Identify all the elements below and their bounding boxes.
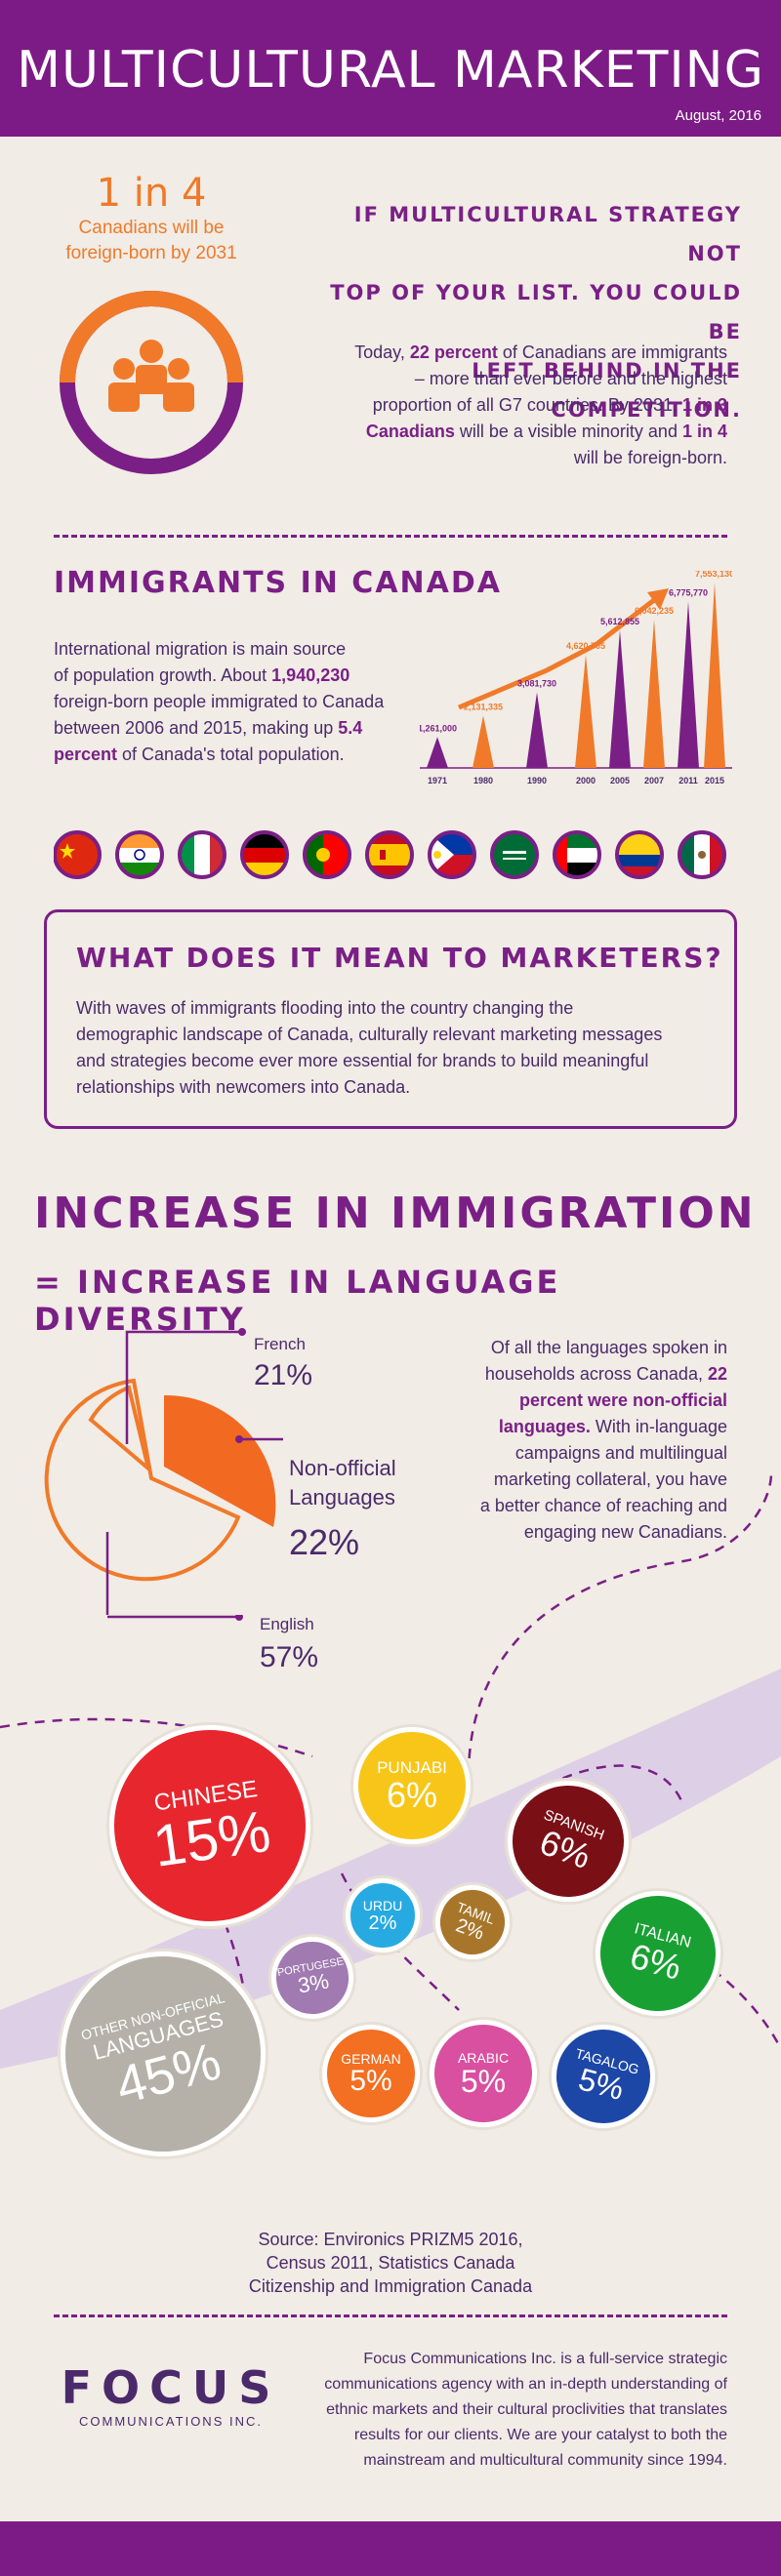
bar-1990: [526, 692, 548, 768]
header-banner: MULTICULTURAL MARKETING August, 2016: [0, 0, 781, 137]
french-label: French: [254, 1335, 306, 1353]
marketers-heading: WHAT DOES IT MEAN TO MARKETERS?: [76, 942, 723, 974]
focus-logo: FOCUS COMMUNICATIONS INC.: [54, 2361, 288, 2429]
language-value: 3%: [296, 1968, 331, 1998]
bar-value-label: 7,553,130: [695, 571, 732, 579]
x-tick-label: 1971: [428, 776, 447, 785]
stat-label-2: foreign-born by 2031: [65, 243, 237, 263]
language-value: 6%: [626, 1935, 686, 1988]
language-bubble-arabic: ARABIC 5%: [430, 2020, 537, 2127]
language-name: PUNJABI: [377, 1758, 447, 1777]
increase-heading: INCREASE IN IMMIGRATION: [34, 1188, 757, 1238]
x-tick-label: 2015: [705, 776, 724, 785]
x-tick-label: 1990: [527, 776, 547, 785]
x-tick-label: 1980: [473, 776, 493, 785]
language-value: 5%: [349, 2065, 392, 2097]
intro-heading: IF MULTICULTURAL STRATEGY NOT TOP OF YOU…: [303, 195, 742, 429]
philippines-flag-icon: [428, 830, 476, 879]
language-value: 6%: [386, 1775, 438, 1815]
mexico-flag-icon: [678, 830, 726, 879]
intro-heading-line: IF MULTICULTURAL STRATEGY NOT: [353, 203, 742, 265]
bar-2007: [643, 620, 665, 768]
flag-row: [53, 827, 727, 882]
bar-value-label: 6,775,770: [669, 588, 708, 598]
immigrants-heading: IMMIGRANTS IN CANADA: [54, 566, 502, 600]
x-tick-label: 2011: [678, 776, 698, 785]
language-pie-chart: [44, 1328, 283, 1615]
source-text: Source: Environics PRIZM5 2016, Census 20…: [248, 2230, 533, 2296]
footer-bar: [0, 2521, 781, 2576]
x-tick-label: 2000: [576, 776, 596, 785]
bar-value-label: 1,261,000: [420, 723, 457, 733]
bar-value-label: 5,612,855: [600, 617, 639, 626]
language-bubble-german: GERMAN 5%: [322, 2025, 420, 2122]
bar-2000: [575, 654, 596, 768]
immigration-bar-chart: 1,261,000 1971 2,131,335 1980 3,081,730 1990 4…: [420, 571, 732, 785]
saudi-arabia-flag-icon: [490, 830, 539, 879]
pie-slice-english: [44, 1378, 241, 1582]
language-name: ARABIC: [457, 2050, 510, 2066]
logo-subtitle: COMMUNICATIONS INC.: [79, 2414, 263, 2429]
bar-2011: [678, 601, 699, 768]
nonofficial-label: Non-official Languages: [289, 1456, 396, 1509]
logo-wordmark: FOCUS: [61, 2361, 281, 2414]
divider: [54, 2314, 727, 2317]
stat-big: 1 in 4: [96, 171, 207, 216]
languages-paragraph: Of all the languages spoken in household…: [479, 1338, 727, 1542]
uae-flag-icon: [553, 830, 601, 879]
language-value: 15%: [148, 1797, 275, 1879]
trend-arrow-line: [458, 598, 656, 710]
flag-icons: [53, 830, 726, 879]
bar-value-label: 4,620,705: [566, 641, 605, 651]
footer-paragraph: Focus Communications Inc. is a full-serv…: [324, 2351, 727, 2469]
header-date: August, 2016: [675, 107, 761, 124]
china-flag-icon: [53, 830, 102, 879]
language-bubble-urdu: URDU 2%: [346, 1878, 420, 1952]
language-name: URDU: [362, 1898, 403, 1913]
intro-heading-line: TOP OF YOUR LIST. YOU COULD BE: [330, 281, 742, 343]
trend-arrow-head: [647, 588, 669, 610]
x-tick-label: 2005: [610, 776, 630, 785]
english-leader: [107, 1615, 243, 1621]
bar-2015: [704, 583, 725, 768]
language-bubble-punjabi: PUNJABI 6%: [353, 1727, 471, 1844]
colombia-flag-icon: [615, 830, 664, 879]
language-value: 2%: [368, 1912, 397, 1934]
portugal-flag-icon: [303, 830, 351, 879]
bar-1980: [473, 715, 494, 768]
immigrants-paragraph: International migration is main source o…: [54, 639, 385, 764]
intro-heading-line: LEFT BEHIND IN THE COMPETITION.: [472, 359, 742, 422]
spain-flag-icon: [365, 830, 414, 879]
india-flag-icon: [115, 830, 164, 879]
stat-block: 1 in 4 Canadians will be foreign-born by…: [39, 171, 264, 266]
divider: [54, 535, 727, 538]
nonofficial-value: 22%: [289, 1522, 360, 1562]
people-ring-icon: [60, 291, 243, 474]
language-value: 5%: [460, 2064, 507, 2099]
language-name: GERMAN: [341, 2051, 401, 2067]
bar-2005: [609, 629, 631, 768]
bar-1971: [427, 737, 448, 768]
pie-slice-nonofficial: [164, 1394, 276, 1527]
english-label: English: [260, 1615, 314, 1633]
bar-value-label: 2,131,335: [464, 702, 503, 711]
italy-flag-icon: [178, 830, 226, 879]
marketers-box: WHAT DOES IT MEAN TO MARKETERS? With wav…: [44, 909, 737, 1129]
bar-value-label: 6,042,235: [635, 606, 674, 616]
marketers-paragraph: With waves of immigrants flooding into t…: [76, 998, 663, 1097]
french-value: 21%: [254, 1359, 313, 1391]
germany-flag-icon: [240, 830, 289, 879]
stat-label-1: Canadians will be: [78, 218, 225, 238]
page-title: MULTICULTURAL MARKETING: [17, 41, 764, 100]
x-tick-label: 2007: [644, 776, 664, 785]
pie-slice-french: [88, 1385, 152, 1474]
english-value: 57%: [260, 1641, 319, 1673]
intro-paragraph: Today, 22 percent of Canadians are immig…: [354, 342, 727, 467]
bar-value-label: 3,081,730: [517, 678, 556, 688]
